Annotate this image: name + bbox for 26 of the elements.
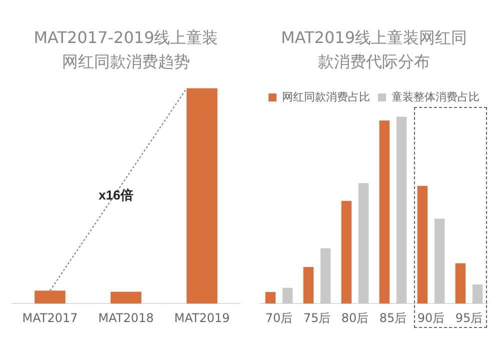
bar: [303, 266, 314, 304]
x-tick-label: 70后: [265, 310, 293, 325]
legend-label: 童装整体消费占比: [392, 90, 480, 104]
bar: [341, 200, 352, 304]
x-tick-label: MAT2017: [22, 310, 78, 325]
bar: [358, 183, 369, 304]
bar: [282, 288, 293, 304]
x-tick-label: 80后: [341, 310, 369, 325]
annotation: x16倍: [98, 187, 134, 202]
x-tick-label: 85后: [379, 310, 407, 325]
bar: [265, 292, 276, 304]
bar: [320, 248, 331, 304]
legend-label: 网红同款消费占比: [282, 90, 370, 104]
bar: [396, 116, 407, 304]
x-tick-label: 75后: [303, 310, 331, 325]
chart-title: MAT2017-2019线上童装网红同款消费趋势: [32, 27, 220, 73]
x-tick-label: MAT2018: [98, 310, 154, 325]
bar: [379, 120, 390, 304]
bar: [472, 284, 483, 304]
bar: [417, 186, 428, 304]
bar: [455, 263, 466, 304]
x-tick-label: MAT2019: [174, 310, 230, 325]
chart-title: MAT2019线上童装网红同款消费代际分布: [280, 27, 468, 73]
x-tick-label: 95后: [455, 310, 483, 325]
bar: [434, 218, 445, 304]
x-tick-label: 90后: [417, 310, 445, 325]
